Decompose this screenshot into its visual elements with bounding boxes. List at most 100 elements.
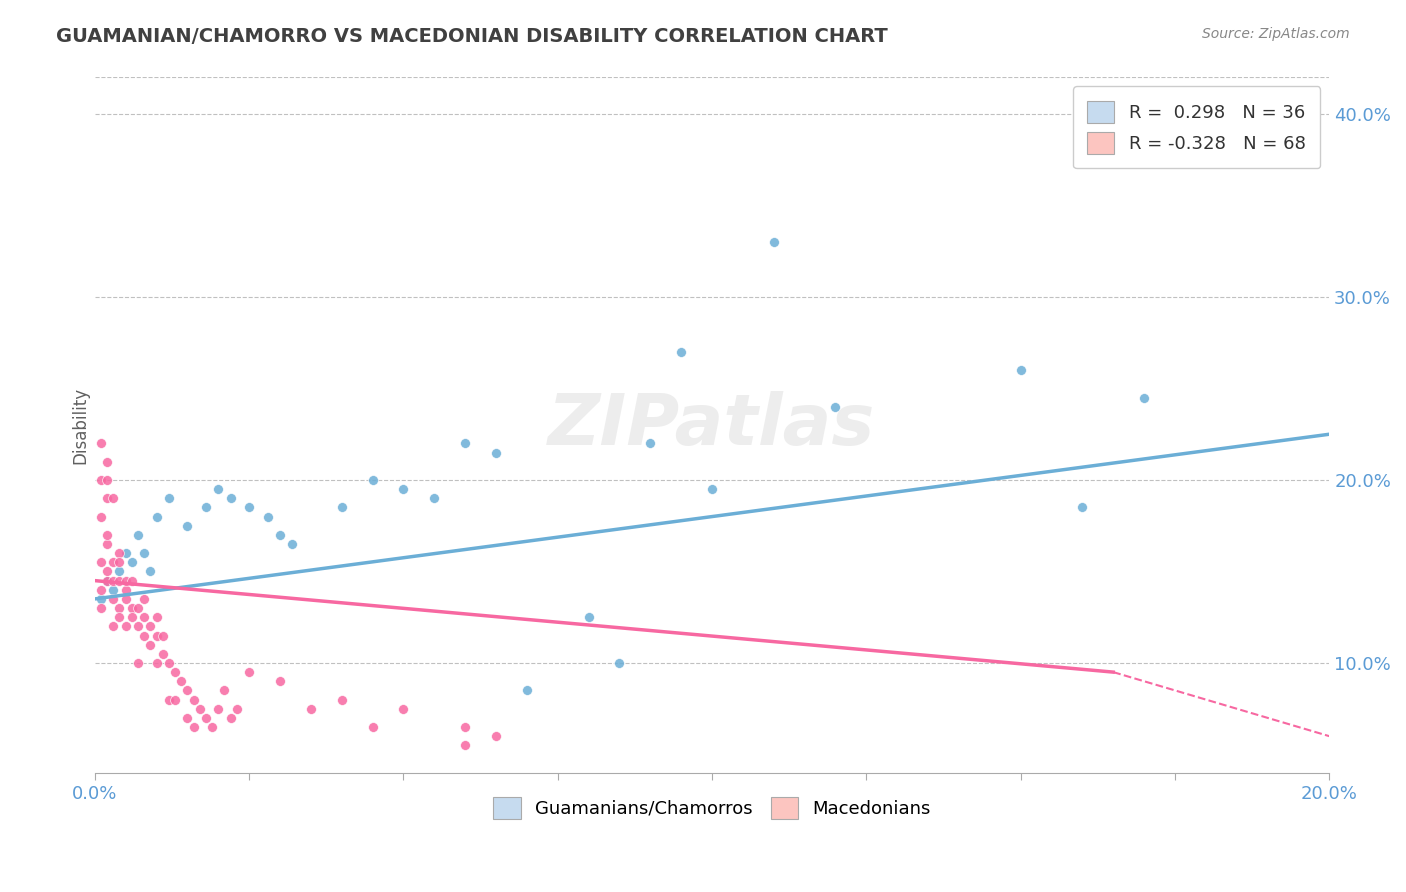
Point — [176, 518, 198, 533]
Point — [96, 537, 118, 551]
Point — [152, 647, 174, 661]
Point — [194, 711, 217, 725]
Point — [139, 638, 162, 652]
Point — [454, 739, 477, 753]
Point — [121, 555, 143, 569]
Point — [96, 491, 118, 506]
Point — [114, 574, 136, 588]
Legend: Guamanians/Chamorros, Macedonians: Guamanians/Chamorros, Macedonians — [479, 782, 945, 833]
Point — [361, 720, 384, 734]
Point — [134, 591, 156, 606]
Point — [103, 591, 125, 606]
Point — [207, 482, 229, 496]
Point — [1133, 391, 1156, 405]
Point — [183, 692, 205, 706]
Point — [207, 702, 229, 716]
Point — [225, 702, 247, 716]
Point — [330, 692, 353, 706]
Point — [669, 345, 692, 359]
Point — [96, 574, 118, 588]
Point — [163, 692, 186, 706]
Point — [219, 711, 242, 725]
Point — [114, 619, 136, 633]
Point — [219, 491, 242, 506]
Point — [824, 400, 846, 414]
Point — [139, 565, 162, 579]
Text: Source: ZipAtlas.com: Source: ZipAtlas.com — [1202, 27, 1350, 41]
Point — [157, 491, 180, 506]
Point — [176, 711, 198, 725]
Point — [188, 702, 211, 716]
Point — [127, 656, 149, 670]
Point — [516, 683, 538, 698]
Point — [700, 482, 723, 496]
Point — [454, 720, 477, 734]
Point — [163, 665, 186, 679]
Point — [454, 436, 477, 450]
Point — [134, 610, 156, 624]
Point — [90, 582, 112, 597]
Point — [96, 565, 118, 579]
Point — [139, 619, 162, 633]
Point — [96, 473, 118, 487]
Point — [238, 500, 260, 515]
Point — [103, 555, 125, 569]
Point — [1071, 500, 1094, 515]
Point — [90, 601, 112, 615]
Point — [269, 674, 291, 689]
Point — [145, 656, 167, 670]
Point — [121, 601, 143, 615]
Point — [152, 628, 174, 642]
Point — [201, 720, 224, 734]
Point — [134, 546, 156, 560]
Point — [238, 665, 260, 679]
Point — [103, 619, 125, 633]
Point — [108, 555, 131, 569]
Point — [96, 528, 118, 542]
Point — [127, 619, 149, 633]
Point — [361, 473, 384, 487]
Point — [609, 656, 631, 670]
Point — [114, 546, 136, 560]
Point — [114, 591, 136, 606]
Point — [423, 491, 446, 506]
Point — [269, 528, 291, 542]
Point — [96, 455, 118, 469]
Point — [127, 601, 149, 615]
Point — [90, 509, 112, 524]
Point — [170, 674, 193, 689]
Point — [183, 720, 205, 734]
Point — [103, 491, 125, 506]
Point — [578, 610, 600, 624]
Point — [145, 509, 167, 524]
Point — [114, 582, 136, 597]
Point — [103, 574, 125, 588]
Point — [485, 729, 508, 743]
Point — [640, 436, 662, 450]
Point — [176, 683, 198, 698]
Y-axis label: Disability: Disability — [72, 386, 89, 464]
Point — [392, 482, 415, 496]
Point — [121, 610, 143, 624]
Point — [103, 582, 125, 597]
Point — [121, 574, 143, 588]
Text: GUAMANIAN/CHAMORRO VS MACEDONIAN DISABILITY CORRELATION CHART: GUAMANIAN/CHAMORRO VS MACEDONIAN DISABIL… — [56, 27, 889, 45]
Text: ZIPatlas: ZIPatlas — [548, 391, 876, 459]
Point — [90, 473, 112, 487]
Point — [299, 702, 322, 716]
Point — [330, 500, 353, 515]
Point — [214, 683, 236, 698]
Point — [762, 235, 785, 249]
Point — [108, 610, 131, 624]
Point — [157, 656, 180, 670]
Point — [134, 628, 156, 642]
Point — [485, 445, 508, 459]
Point — [90, 555, 112, 569]
Point — [108, 546, 131, 560]
Point — [157, 692, 180, 706]
Point — [127, 528, 149, 542]
Point — [256, 509, 278, 524]
Point — [392, 702, 415, 716]
Point — [108, 565, 131, 579]
Point — [90, 591, 112, 606]
